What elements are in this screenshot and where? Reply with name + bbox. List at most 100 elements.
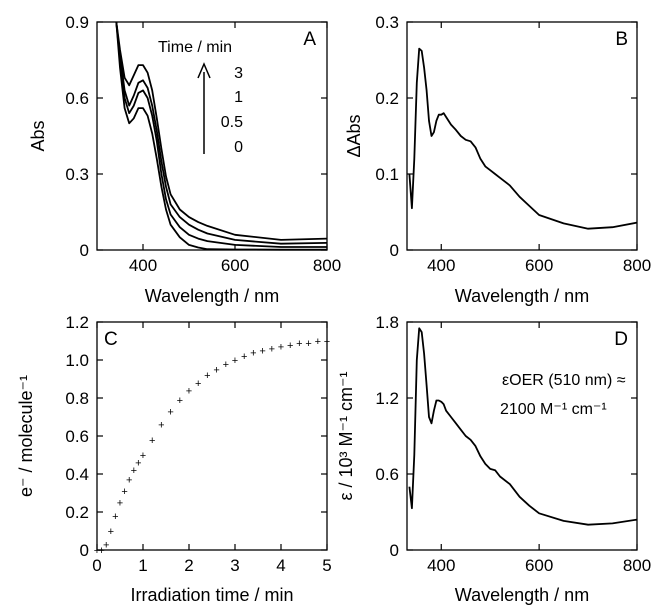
panel-b-y-ticks: 0 0.1 0.2 0.3 bbox=[375, 13, 637, 260]
panel-c-x-ticks: 0 1 2 3 4 5 bbox=[92, 322, 332, 575]
x-tick-label: 0 bbox=[92, 556, 101, 575]
y-tick-label: 0.6 bbox=[65, 89, 89, 108]
panel-c-y-ticks: 0 0.2 0.4 0.6 0.8 1.0 1.2 bbox=[65, 313, 327, 560]
panel-d-x-ticks: 400 600 800 bbox=[427, 322, 651, 575]
y-tick-label: 0.6 bbox=[375, 465, 399, 484]
y-tick-label: 0.4 bbox=[65, 465, 89, 484]
panel-c-series: ++++++++++++++++++ + + + + + + + + + + + + + bbox=[94, 336, 330, 557]
panel-d: 400 600 800 0 0.6 1.2 1.8 Wavelength / nm ε /… bbox=[336, 313, 651, 605]
data-point: + bbox=[315, 336, 321, 348]
panel-a-y-label: Abs bbox=[28, 120, 48, 151]
y-tick-label: 1.2 bbox=[375, 389, 399, 408]
data-point: + bbox=[186, 385, 192, 397]
y-tick-label: 0 bbox=[390, 241, 399, 260]
data-point: + bbox=[140, 450, 146, 462]
panel-a-legend-entry: 0 bbox=[234, 139, 243, 156]
panel-d-x-label: Wavelength / nm bbox=[455, 585, 589, 605]
data-point: + bbox=[195, 378, 201, 390]
panel-a: 400 600 800 0 0.3 0.6 0.9 Wavelength / nm Abs… bbox=[28, 13, 341, 306]
x-tick-label: 1 bbox=[138, 556, 147, 575]
panel-a-x-label: Wavelength / nm bbox=[145, 286, 279, 306]
panel-b-letter: B bbox=[615, 29, 628, 50]
data-point: + bbox=[135, 458, 141, 470]
x-tick-label: 5 bbox=[322, 556, 331, 575]
panel-c-x-label: Irradiation time / min bbox=[130, 585, 293, 605]
y-tick-label: 0 bbox=[80, 241, 89, 260]
data-point: + bbox=[232, 355, 238, 367]
data-point: + bbox=[149, 435, 155, 447]
data-point: + bbox=[167, 406, 173, 418]
y-tick-label: 0.3 bbox=[375, 13, 399, 32]
data-point: + bbox=[126, 475, 132, 487]
y-tick-label: 1.8 bbox=[375, 313, 399, 332]
series-line bbox=[408, 327, 638, 526]
data-point: + bbox=[213, 365, 219, 377]
panel-c-y-label: e⁻ / molecule⁻¹ bbox=[16, 375, 36, 497]
y-tick-label: 0.2 bbox=[65, 503, 89, 522]
panel-a-axis-frame bbox=[96, 21, 328, 251]
data-point: + bbox=[296, 338, 302, 350]
data-point: + bbox=[94, 545, 100, 557]
data-point: + bbox=[108, 526, 114, 538]
data-point: + bbox=[223, 359, 229, 371]
panel-d-letter: D bbox=[614, 329, 628, 350]
data-point: + bbox=[204, 370, 210, 382]
data-point: + bbox=[287, 340, 293, 352]
panel-a-legend-entry: 0.5 bbox=[221, 114, 243, 131]
panel-c-axis-frame bbox=[96, 321, 328, 551]
data-point: + bbox=[250, 347, 256, 359]
y-tick-label: 0 bbox=[390, 541, 399, 560]
y-tick-label: 0 bbox=[80, 541, 89, 560]
series-line bbox=[115, 21, 327, 248]
data-point: + bbox=[241, 351, 247, 363]
data-point: + bbox=[278, 342, 284, 354]
data-point: + bbox=[112, 511, 118, 523]
data-point: + bbox=[177, 395, 183, 407]
x-tick-label: 800 bbox=[313, 256, 341, 275]
y-tick-label: 0.9 bbox=[65, 13, 89, 32]
x-tick-label: 400 bbox=[427, 556, 455, 575]
x-tick-label: 800 bbox=[623, 556, 651, 575]
panel-d-axis-frame bbox=[406, 321, 638, 551]
y-tick-label: 0.3 bbox=[65, 165, 89, 184]
panel-d-y-ticks: 0 0.6 1.2 1.8 bbox=[375, 313, 637, 560]
panel-b-axis-frame bbox=[406, 21, 638, 251]
panel-a-legend-entry: 3 bbox=[234, 65, 243, 82]
series-line bbox=[408, 47, 638, 230]
x-tick-label: 600 bbox=[525, 556, 553, 575]
panel-a-legend-title: Time / min bbox=[158, 39, 232, 56]
panel-b: 400 600 800 0 0.1 0.2 0.3 Wavelength / nm ΔAb… bbox=[344, 13, 651, 306]
panel-d-annotation-line1: εOER (510 nm) ≈ bbox=[502, 372, 626, 389]
x-tick-label: 4 bbox=[276, 556, 285, 575]
panel-b-y-label: ΔAbs bbox=[344, 114, 364, 157]
panel-a-x-ticks: 400 600 800 bbox=[129, 22, 341, 275]
data-point: + bbox=[103, 539, 109, 551]
data-point: + bbox=[117, 498, 123, 510]
data-point: + bbox=[121, 486, 127, 498]
x-tick-label: 800 bbox=[623, 256, 651, 275]
data-point: + bbox=[98, 545, 104, 557]
panel-a-legend-entry: 1 bbox=[234, 89, 243, 106]
series-line bbox=[115, 21, 327, 251]
y-tick-label: 0.6 bbox=[65, 427, 89, 446]
y-tick-label: 1.0 bbox=[65, 351, 89, 370]
data-point: + bbox=[259, 346, 265, 358]
data-point: + bbox=[131, 465, 137, 477]
x-tick-label: 3 bbox=[230, 556, 239, 575]
series-line bbox=[115, 21, 328, 245]
x-tick-label: 600 bbox=[525, 256, 553, 275]
panel-a-arrow-head-icon bbox=[197, 62, 211, 79]
panel-d-series bbox=[408, 327, 638, 526]
x-tick-label: 600 bbox=[221, 256, 249, 275]
panel-c-letter: C bbox=[104, 329, 118, 350]
series-line bbox=[115, 21, 328, 241]
panel-a-series bbox=[115, 21, 328, 251]
y-tick-label: 0.2 bbox=[375, 89, 399, 108]
panel-a-letter: A bbox=[303, 29, 316, 50]
panel-d-annotation-line2: 2100 M⁻¹ cm⁻¹ bbox=[500, 401, 607, 418]
panel-d-y-label: ε / 10³ M⁻¹ cm⁻¹ bbox=[336, 371, 356, 500]
x-tick-label: 400 bbox=[427, 256, 455, 275]
data-point: + bbox=[324, 336, 330, 348]
